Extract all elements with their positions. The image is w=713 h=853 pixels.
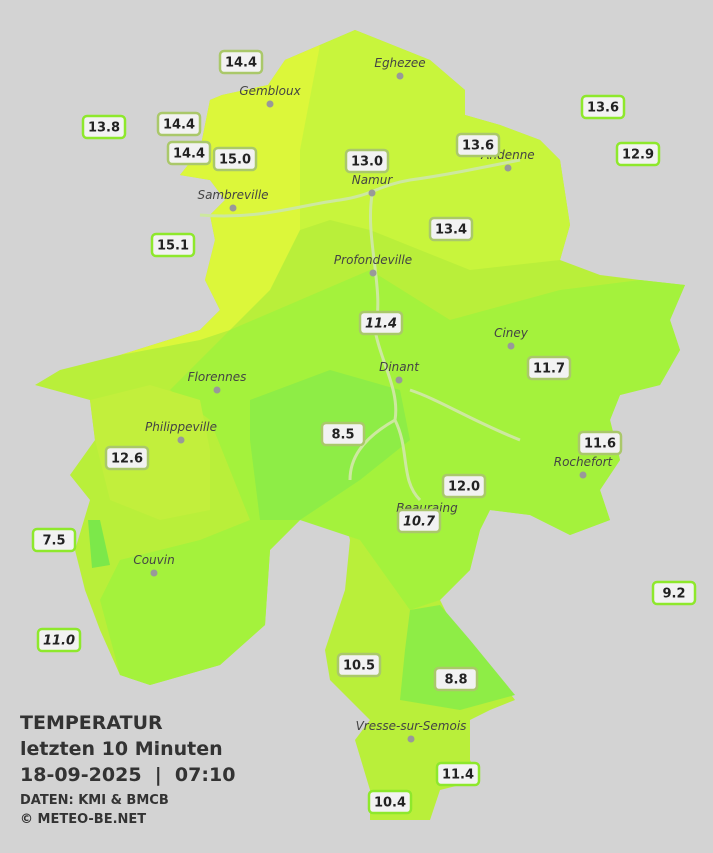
city-label: Sambreville [197,188,268,202]
city-label: Profondeville [334,253,412,267]
station-value: 8.5 [331,428,354,443]
legend: TEMPERATUR letzten 10 Minuten 18-09-2025… [20,712,235,827]
station-value: 11.6 [584,437,616,452]
station-box [336,652,382,678]
station-value: 9.2 [662,587,685,602]
city-label: Ciney [494,326,529,340]
city-label: Vresse-sur-Semois [356,719,467,733]
station-value: 10.7 [403,515,436,530]
city-label: Namur [352,173,394,187]
city-label: Dinant [379,360,420,374]
city-label: Rochefort [554,455,614,469]
station-value: 15.1 [157,239,189,254]
city-dot [213,386,221,394]
station-value: 11.7 [533,362,565,377]
station-box [212,146,258,172]
station-box [31,527,77,553]
city-label: Couvin [133,553,174,567]
station-value: 13.8 [88,121,120,136]
legend-copyright: © METEO-BE.NET [20,812,146,827]
station-value: 13.6 [462,139,494,154]
station-value: 14.4 [163,118,195,133]
station-box [526,355,572,381]
legend-timestamp: 18-09-2025 | 07:10 [20,764,235,786]
city-dot [177,436,185,444]
station-box [104,445,150,471]
city-label: Philippeville [145,420,217,434]
city-dot [266,100,274,108]
station-value: 8.8 [444,673,467,688]
station-box [320,421,366,447]
city-dot [504,164,512,172]
city-dot [507,342,515,350]
zone-cool-south [400,605,515,710]
station-value: 7.5 [42,534,65,549]
city-dot [368,189,376,197]
city-dot [395,376,403,384]
station-value: 15.0 [219,153,251,168]
station-box [455,132,501,158]
station-box [441,473,487,499]
station-value: 14.4 [225,56,257,71]
station-box [156,111,202,137]
station-box [344,148,390,174]
station-value: 10.5 [343,659,375,674]
city-dot [579,471,587,479]
zone-cool-west [88,520,110,568]
city-label: Gembloux [239,84,301,98]
station-value: 13.4 [435,223,467,238]
city-dot [369,269,377,277]
station-box [150,232,196,258]
city-dot [150,569,158,577]
city-label: Eghezee [374,56,425,70]
city-dot [407,735,415,743]
station-box [396,508,442,534]
city-dot [229,204,237,212]
station-box [433,666,479,692]
station-value: 10.4 [374,796,406,811]
station-box [580,94,626,120]
station-box [428,216,474,242]
station-box [615,141,661,167]
station-value: 12.6 [111,452,143,467]
legend-source: DATEN: KMI & BMCB [20,793,169,808]
city-dot [396,72,404,80]
station-box [358,310,404,336]
station-box [166,140,212,166]
legend-title: TEMPERATUR [20,712,163,734]
station-value: 11.4 [365,317,397,332]
station-value: 13.0 [351,155,383,170]
city-label: Florennes [188,370,247,384]
station-value: 11.0 [43,634,75,649]
legend-subtitle: letzten 10 Minuten [20,738,223,760]
station-value: 13.6 [587,101,619,116]
station-box [651,580,697,606]
station-box [81,114,127,140]
zone-north [285,30,570,270]
station-box [577,430,623,456]
zone-west [90,385,210,520]
station-value: 14.4 [173,147,205,162]
station-box [218,49,264,75]
station-value: 11.4 [442,768,474,783]
station-value: 12.0 [448,480,480,495]
station-value: 12.9 [622,148,654,163]
station-box [435,761,481,787]
station-box [367,789,413,815]
zone-warm [120,45,320,355]
station-box [36,627,82,653]
